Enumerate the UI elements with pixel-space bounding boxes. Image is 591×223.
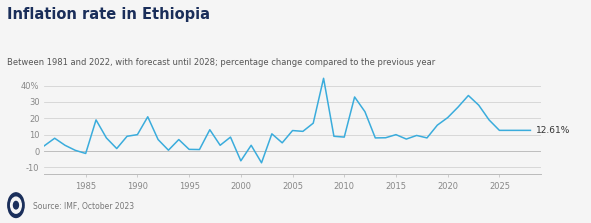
Circle shape — [8, 193, 24, 217]
Text: Inflation rate in Ethiopia: Inflation rate in Ethiopia — [7, 7, 210, 22]
Circle shape — [14, 201, 18, 209]
Text: Between 1981 and 2022, with forecast until 2028; percentage change compared to t: Between 1981 and 2022, with forecast unt… — [7, 58, 436, 67]
Text: Source: IMF, October 2023: Source: IMF, October 2023 — [33, 202, 134, 211]
Text: 12.61%: 12.61% — [535, 126, 570, 135]
Circle shape — [11, 197, 21, 213]
